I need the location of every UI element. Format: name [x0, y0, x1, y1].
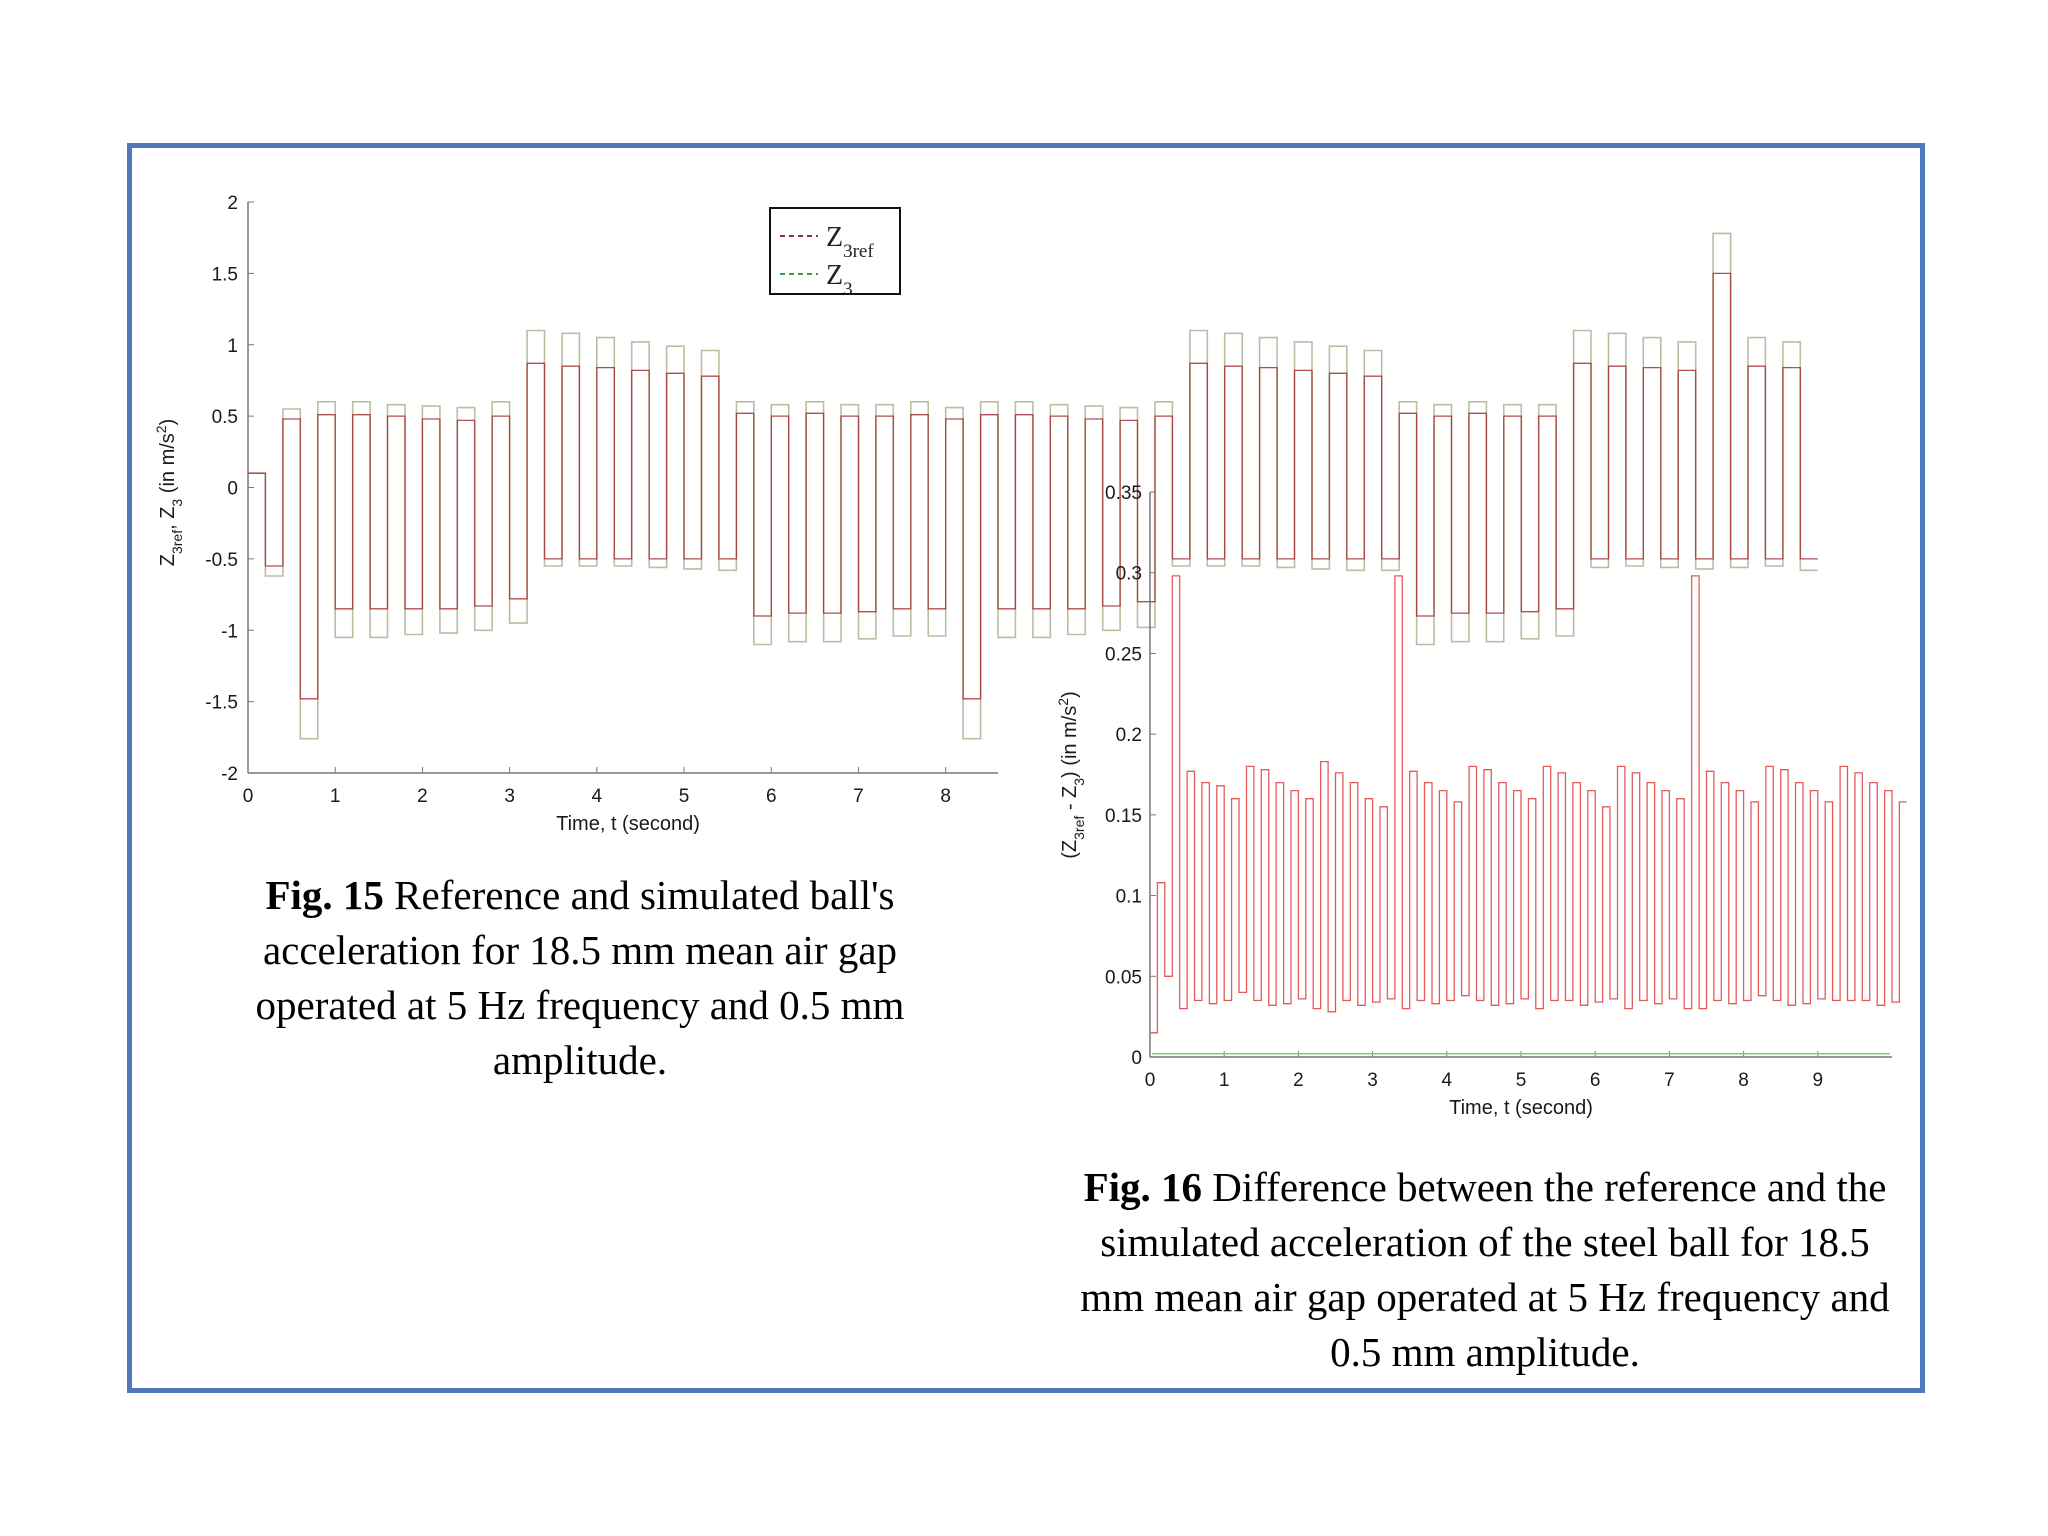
fig15-caption-text: Reference and simulated ball's accelerat… [255, 872, 905, 1083]
fig15-series-z3ref [248, 272, 1818, 700]
fig16-xtick-label: 7 [1664, 1070, 1675, 1091]
fig15-caption: Fig. 15 Reference and simulated ball's a… [220, 868, 940, 1088]
fig16-xtick-label: 8 [1738, 1070, 1749, 1091]
fig15-ytick-label: 0.5 [212, 407, 238, 428]
fig16-ytick-label: 0.25 [1105, 644, 1142, 665]
fig16-ytick-label: 0.1 [1116, 887, 1142, 908]
fig16-xtick-label: 5 [1516, 1070, 1527, 1091]
fig16-xtick-label: 0 [1145, 1070, 1156, 1091]
fig15-xtick-label: 6 [766, 786, 777, 807]
fig15-xtick-label: 4 [592, 786, 603, 807]
fig16-ytick-label: 0.05 [1105, 967, 1142, 988]
fig15-xtick-label: 2 [417, 786, 428, 807]
fig16-series-diff [1150, 575, 1907, 1034]
fig16-xtick-label: 9 [1813, 1070, 1824, 1091]
fig16-caption-number: Fig. 16 [1083, 1164, 1202, 1210]
fig15-ytick-label: -1 [221, 621, 238, 642]
fig16-xtick-label: 6 [1590, 1070, 1601, 1091]
fig15-ytick-label: 1.5 [212, 264, 238, 285]
fig15-ytick-label: 2 [227, 193, 238, 214]
fig16-ytick-label: 0.35 [1105, 483, 1142, 504]
fig15-ytick-label: -2 [221, 764, 238, 785]
fig16-ytick-label: 0 [1131, 1048, 1142, 1069]
fig15-xtick-label: 5 [679, 786, 690, 807]
fig15-ytick-label: 1 [227, 336, 238, 357]
fig15-xtick-label: 1 [330, 786, 341, 807]
fig15-ytick-label: 0 [227, 479, 238, 500]
fig16-xtick-label: 1 [1219, 1070, 1230, 1091]
fig16-xtick-label: 4 [1442, 1070, 1453, 1091]
fig16-caption-text: Difference between the reference and the… [1080, 1164, 1890, 1375]
fig15-xtick-label: 3 [504, 786, 515, 807]
fig16-caption: Fig. 16 Difference between the reference… [1075, 1160, 1895, 1380]
fig15-xtick-label: 7 [853, 786, 864, 807]
fig15-legend-label: Z3 [826, 260, 853, 300]
fig16-ytick-label: 0.3 [1116, 564, 1142, 585]
fig16-xlabel: Time, t (second) [1449, 1097, 1593, 1119]
fig15-xlabel: Time, t (second) [556, 813, 700, 835]
fig16-xtick-label: 3 [1367, 1070, 1378, 1091]
fig16-ytick-label: 0.15 [1105, 806, 1142, 827]
fig15-ytick-label: -1.5 [205, 693, 238, 714]
fig15-legend-label: Z3ref [826, 222, 874, 262]
fig15-xtick-label: 0 [243, 786, 254, 807]
fig16-ytick-label: 0.2 [1116, 725, 1142, 746]
fig16-ylabel: (Z3ref - Z3) (in m/s2) [1055, 691, 1087, 859]
fig15-caption-number: Fig. 15 [265, 872, 384, 918]
fig15-xtick-label: 8 [940, 786, 951, 807]
fig15-legend-box [769, 207, 901, 295]
fig15-ytick-label: -0.5 [205, 550, 238, 571]
fig15-ylabel: Z3ref, Z3 (in m/s2) [153, 419, 185, 567]
fig16-xtick-label: 2 [1293, 1070, 1304, 1091]
